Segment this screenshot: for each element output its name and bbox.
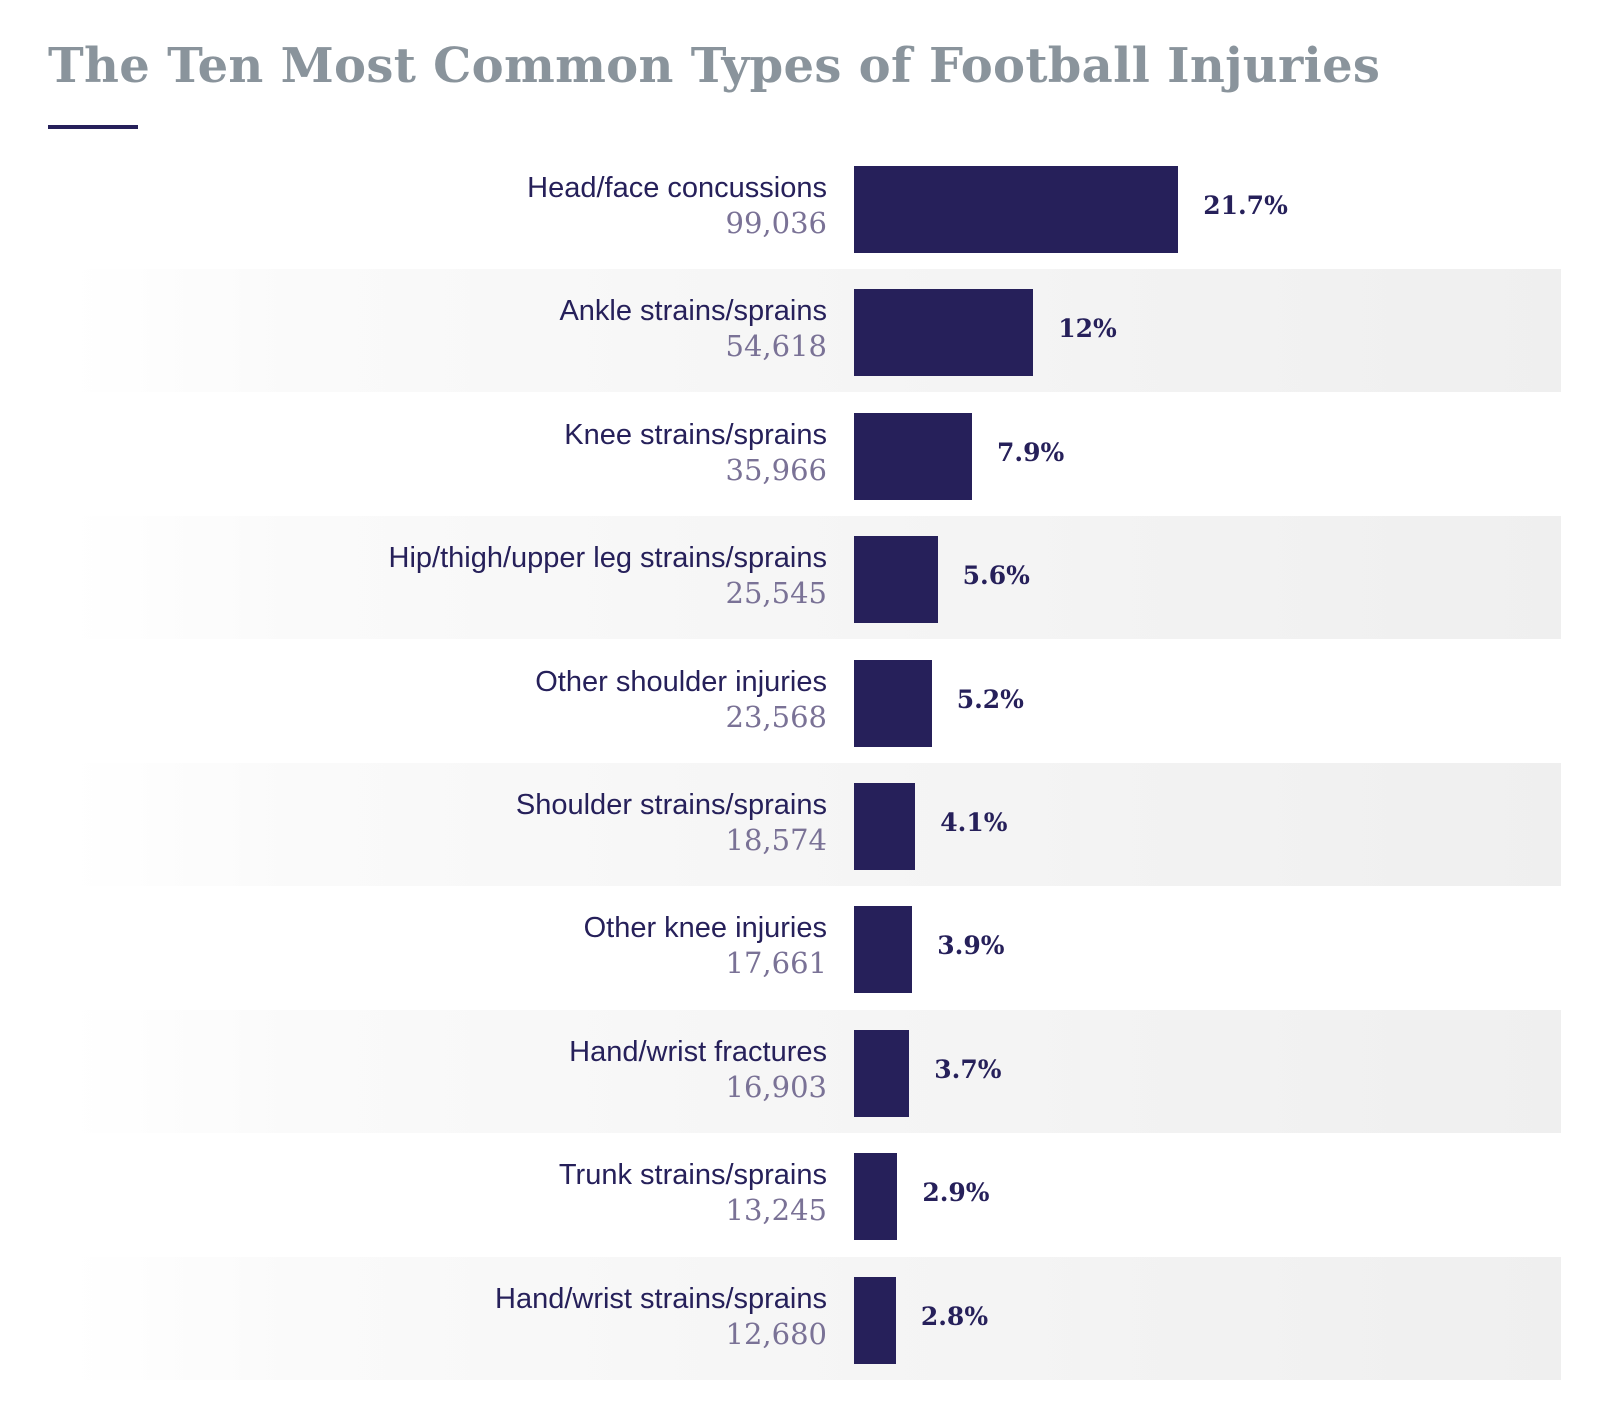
count-label: 17,661 [725,946,827,981]
bar-row: Trunk strains/sprains 13,245 2.9% [0,1133,1561,1256]
chart-title: The Ten Most Common Types of Football In… [48,38,1381,94]
bar-row: Shoulder strains/sprains 18,574 4.1% [0,763,1561,886]
count-label: 25,545 [725,576,827,611]
count-label: 18,574 [725,823,827,857]
category-label: Hand/wrist strains/sprains [495,1282,827,1315]
value-label: 2.9% [922,1178,990,1208]
value-label: 21.7% [1203,191,1288,220]
bar [854,536,938,624]
value-label: 7.9% [997,437,1065,467]
category-label: Ankle strains/sprains [559,295,827,328]
value-label: 5.6% [962,561,1030,591]
category-label: Shoulder strains/sprains [515,789,827,821]
value-label: 5.2% [956,684,1024,714]
category-label: Other knee injuries [583,912,827,945]
category-label: Trunk strains/sprains [558,1159,827,1192]
value-label: 4.1% [940,808,1008,837]
bar [854,289,1034,377]
bar [854,906,913,994]
count-label: 12,680 [725,1316,827,1351]
category-label: Other shoulder injuries [535,665,827,698]
bar [854,1276,896,1364]
category-label: Hip/thigh/upper leg strains/sprains [388,542,827,575]
count-label: 13,245 [725,1193,827,1228]
bar-row: Knee strains/sprains 35,966 7.9% [0,393,1561,516]
count-label: 23,568 [725,699,827,734]
bar [854,783,916,870]
title-underline [48,125,138,129]
value-label: 3.9% [937,931,1005,961]
bar-row: Hand/wrist fractures 16,903 3.7% [0,1009,1561,1133]
bar [854,1029,910,1117]
count-label: 54,618 [725,329,827,364]
value-label: 12% [1058,314,1117,344]
value-label: 2.8% [920,1301,989,1331]
bar-row: Hand/wrist strains/sprains 12,680 2.8% [0,1256,1561,1380]
value-label: 3.7% [934,1054,1002,1084]
bar-row: Head/face concussions 99,036 21.7% [0,146,1561,269]
bar-row: Other knee injuries 17,661 3.9% [0,886,1561,1009]
bar-row: Ankle strains/sprains 54,618 12% [0,269,1561,393]
bar [854,659,932,747]
bar-row: Hip/thigh/upper leg strains/sprains 25,54… [0,516,1561,640]
category-label: Knee strains/sprains [564,418,827,451]
count-label: 35,966 [725,452,827,487]
count-label: 99,036 [725,206,827,240]
bar [854,1153,898,1241]
count-label: 16,903 [725,1069,827,1104]
category-label: Head/face concussions [527,172,827,204]
bar-row: Other shoulder injuries 23,568 5.2% [0,640,1561,763]
category-label: Hand/wrist fractures [569,1035,827,1068]
bar [854,412,973,500]
bar [854,166,1179,253]
